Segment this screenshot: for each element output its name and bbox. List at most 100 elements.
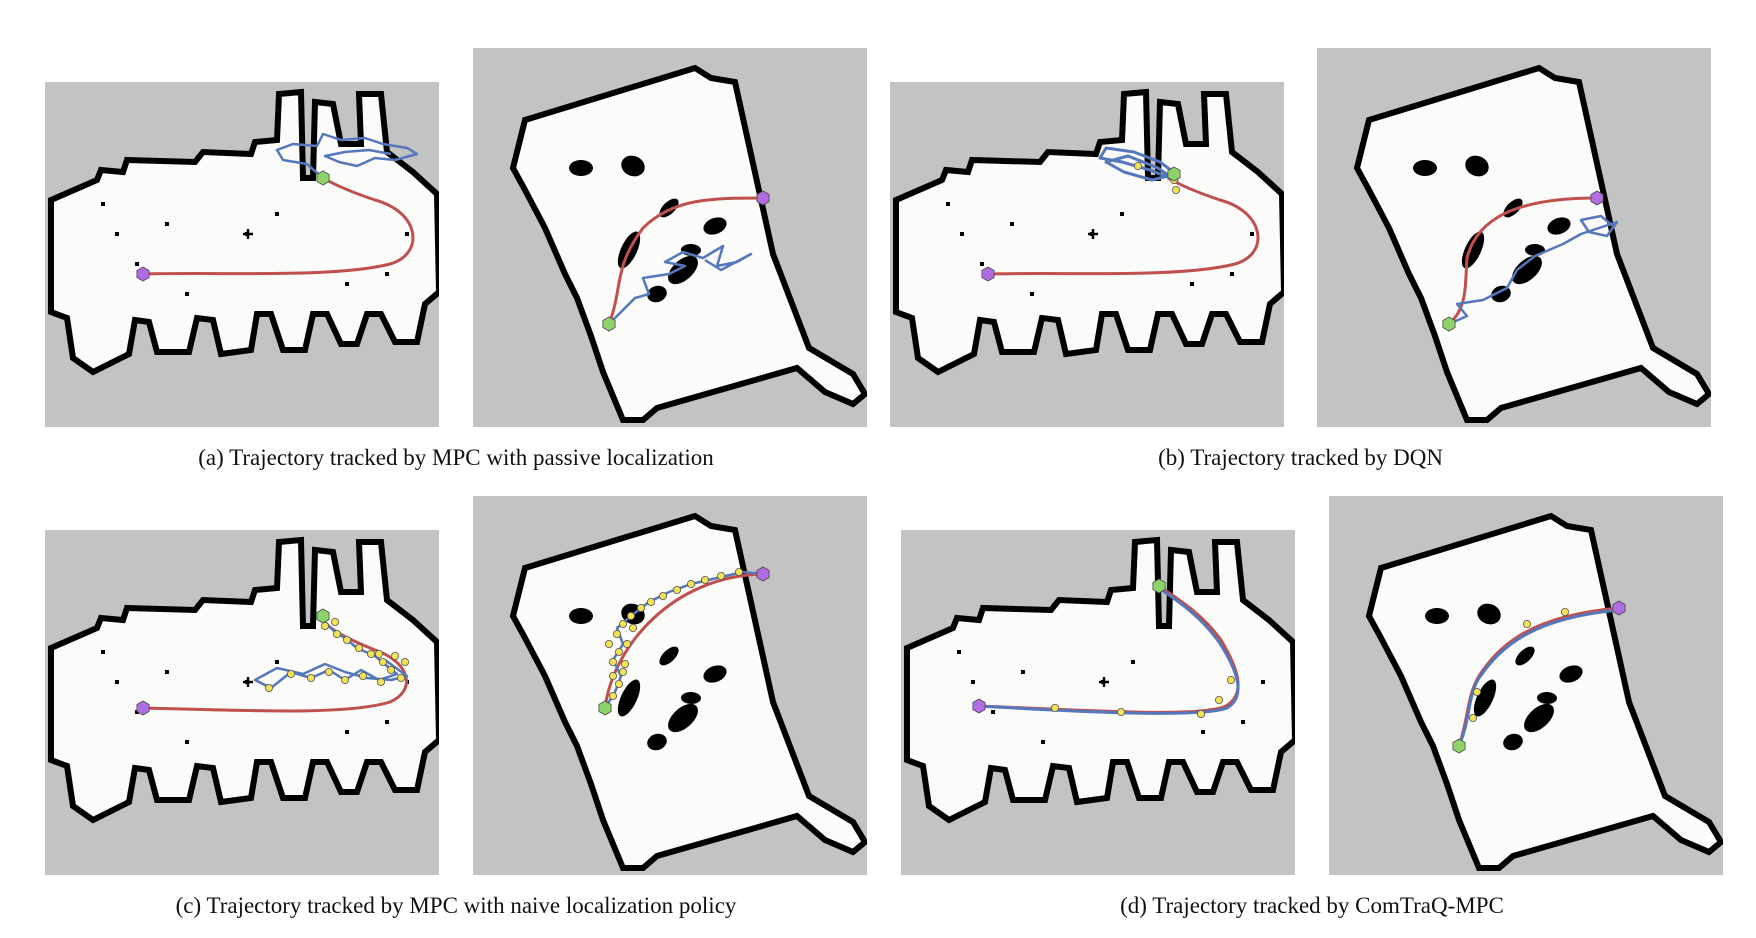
obstacle <box>668 703 698 733</box>
localization-point <box>358 671 367 680</box>
start-marker <box>316 608 330 624</box>
obstacle-speck <box>115 680 119 684</box>
localization-point <box>646 598 655 607</box>
tracked-path <box>1448 214 1619 326</box>
caption-d: (d) Trajectory tracked by ComTraQ-MPC <box>1120 893 1504 918</box>
obstacle-speck <box>115 232 119 236</box>
localization-point <box>1116 707 1125 716</box>
localization-point <box>734 568 743 577</box>
obstacle-speck <box>971 680 975 684</box>
obstacle-speck <box>1120 212 1124 216</box>
localization-point <box>1171 186 1180 195</box>
localization-point <box>658 592 667 601</box>
localization-point <box>340 675 349 684</box>
obstacle <box>703 217 727 235</box>
goal-marker <box>981 266 995 282</box>
obstacle <box>621 155 645 177</box>
localization-point <box>686 580 695 589</box>
reference-path <box>607 196 764 325</box>
map-right-svg <box>473 496 867 875</box>
localization-point <box>354 644 363 653</box>
obstacle-speck <box>275 660 279 664</box>
caption-a: (a) Trajectory tracked by MPC with passi… <box>198 445 714 470</box>
localization-point <box>400 657 409 666</box>
localization-point <box>1226 675 1235 684</box>
localization-point <box>636 604 645 613</box>
localization-point <box>286 669 295 678</box>
tracked-path <box>1457 608 1620 747</box>
localization-point <box>716 572 725 581</box>
obstacle-speck <box>385 720 389 724</box>
obstacle <box>1537 691 1557 705</box>
free-space <box>509 512 867 871</box>
obstacle-speck <box>345 730 349 734</box>
obstacle <box>647 733 667 751</box>
localization-point <box>330 618 339 627</box>
obstacle <box>569 608 593 624</box>
free-space <box>509 64 867 423</box>
localization-point <box>332 630 341 639</box>
obstacle-speck <box>980 262 984 266</box>
localization-point <box>366 650 375 659</box>
map-left-b <box>890 82 1284 427</box>
localization-point <box>320 622 329 631</box>
map-right-c <box>473 496 867 875</box>
tracked-path <box>608 244 753 325</box>
obstacle <box>668 255 698 285</box>
map-left-c <box>45 530 439 875</box>
goal-marker <box>756 566 770 582</box>
goal-marker <box>1590 190 1604 206</box>
tracked-path <box>1098 146 1179 184</box>
obstacle-speck <box>385 272 389 276</box>
localization-point <box>622 639 631 648</box>
obstacle <box>569 160 593 176</box>
obstacle <box>703 665 727 683</box>
reference-path <box>142 619 408 713</box>
obstacle <box>1503 733 1523 751</box>
obstacle-speck <box>1250 232 1254 236</box>
caption-c: (c) Trajectory tracked by MPC with naive… <box>175 893 737 918</box>
map-left-a <box>45 82 439 427</box>
obstacle-cross <box>1088 229 1098 239</box>
obstacle <box>1547 217 1571 235</box>
localization-point <box>1133 162 1142 171</box>
goal-marker <box>1612 600 1626 616</box>
localization-point <box>614 679 623 688</box>
free-space <box>1353 64 1711 423</box>
map-left-d <box>901 530 1295 875</box>
map-right-svg <box>1317 48 1711 427</box>
obstacle-speck <box>165 670 169 674</box>
localization-point <box>324 667 333 676</box>
obstacle-speck <box>1010 222 1014 226</box>
goal-marker <box>972 698 986 714</box>
obstacle-speck <box>165 222 169 226</box>
goal-marker <box>756 190 770 206</box>
obstacle-speck <box>1241 720 1245 724</box>
start-marker <box>1442 316 1456 332</box>
obstacle-speck <box>1021 670 1025 674</box>
localization-point <box>604 639 613 648</box>
obstacle-speck <box>101 202 105 206</box>
obstacle-speck <box>185 292 189 296</box>
localization-point <box>264 683 273 692</box>
reference-path <box>987 176 1260 276</box>
localization-point <box>628 623 637 632</box>
localization-point <box>390 652 399 661</box>
obstacle <box>647 285 667 303</box>
start-marker <box>598 700 612 716</box>
start-marker <box>602 316 616 332</box>
localization-point <box>342 636 351 645</box>
obstacle <box>659 646 679 666</box>
map-right-b <box>1317 48 1711 427</box>
obstacle <box>1512 255 1542 285</box>
goal-marker <box>136 266 150 282</box>
localization-point <box>1050 703 1059 712</box>
obstacle-speck <box>1230 272 1234 276</box>
obstacle-speck <box>405 232 409 236</box>
obstacle-speck <box>275 212 279 216</box>
obstacle <box>1465 155 1489 177</box>
map-left-svg <box>45 530 439 875</box>
localization-point <box>376 677 385 686</box>
obstacle-speck <box>1201 730 1205 734</box>
obstacle-cross <box>1099 677 1109 687</box>
